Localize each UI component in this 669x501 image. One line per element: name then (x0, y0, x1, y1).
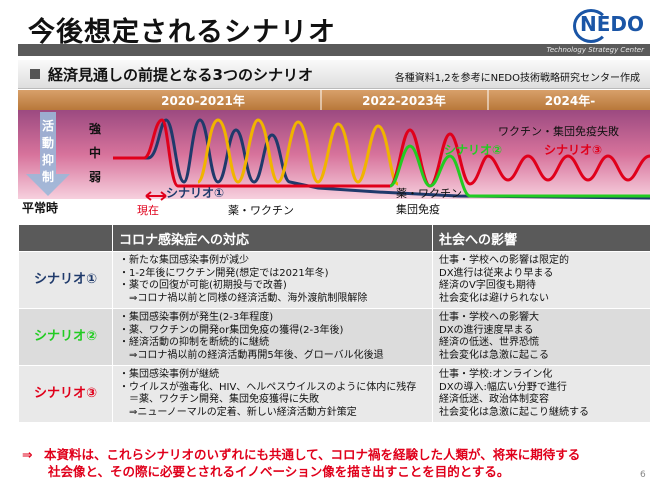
period-header (18, 90, 650, 110)
list-item: 社会変化は避けられない (439, 292, 549, 304)
list-item: ・新たな集団感染事例が減少 (119, 255, 249, 266)
header-cell (18, 224, 113, 252)
list-item: DXの進行速度早まる (439, 324, 534, 336)
scenario2-tag: シナリオ② (444, 143, 502, 157)
list-item: ・集団感染事例が発生(2-3年程度) (119, 312, 274, 323)
section-header: 経済見通しの前提となる3つのシナリオ 各種資料1,2を参考にNEDO技術戦略研究… (18, 60, 650, 89)
list-item: 社会変化は急激に起こる (439, 349, 549, 361)
conclusion-line: 本資料は、これらシナリオのいずれにも共通して、コロナ禍を経験した人類が、将来に期… (44, 447, 581, 462)
row-label: シナリオ① (18, 251, 113, 309)
list-item: ・薬、ワクチンの開発or集団免疫の獲得(2-3年後) (119, 324, 344, 336)
baseline-strip (18, 199, 650, 222)
page-title: 今後想定されるシナリオ (28, 17, 336, 48)
scenario3-tag: シナリオ③ (544, 143, 602, 157)
period-label: 2020-2021年 (161, 93, 245, 108)
level-strong: 強 (89, 121, 101, 136)
row-label: シナリオ② (18, 308, 113, 366)
impact-cell: 仕事・学校:オンライン化 DXの導入:幅広い分野で進行 経済低迷、政治体制変容 … (432, 365, 651, 423)
list-item: ⇒コロナ禍以前と同様の経済活動、海外渡航制限解除 (119, 292, 368, 304)
table-row: シナリオ② ・集団感染事例が発生(2-3年程度) ・薬、ワクチンの開発or集団免… (18, 308, 651, 366)
vaccine-note: 薬・ワクチン (228, 204, 294, 217)
response-cell: ・新たな集団感染事例が減少 ・1-2年後にワクチン開発(想定では2021年冬) … (112, 251, 433, 309)
period-label: 2024年- (545, 93, 595, 108)
axis-char: 活 (42, 118, 54, 133)
page-number: 6 (640, 470, 646, 480)
response-cell: ・集団感染事例が発生(2-3年程度) ・薬、ワクチンの開発or集団免疫の獲得(2… (112, 308, 433, 366)
list-item: ・薬での回復が可能(初期投与で改善) (119, 280, 287, 291)
now-arrow-icon (145, 191, 167, 201)
list-item: ⇒コロナ禍以前の経済活動再開5年後、グローバル化後退 (119, 349, 384, 361)
baseline-label: 平常時 (22, 200, 58, 215)
list-item: 経済のV字回復も期待 (439, 280, 536, 291)
now-label: 現在 (137, 204, 159, 217)
scenario1-tag: シナリオ① (166, 186, 224, 200)
list-item: 仕事・学校への影響は限定的 (439, 255, 569, 266)
scenario1-line (113, 118, 651, 200)
nedo-logo-ring (573, 9, 609, 43)
list-item: 経済の低迷、世界恐慌 (439, 337, 539, 348)
impact-cell: 仕事・学校への影響は限定的 DX進行は従来より早まる 経済のV字回復も期待 社会… (432, 251, 651, 309)
scenario2-line (389, 144, 650, 198)
nedo-logo: NEDO (580, 12, 645, 36)
level-weak: 弱 (89, 169, 101, 184)
list-item: DX進行は従来より早まる (439, 267, 554, 279)
matrix-header: コロナ感染症への対応 社会への影響 (18, 224, 651, 252)
list-item: ・集団感染事例が継続 (119, 369, 219, 380)
response-cell: ・集団感染事例が継続 ・ウイルスが強毒化、HIV、ヘルペスウイルスのように体内に… (112, 365, 433, 423)
table-row: シナリオ① ・新たな集団感染事例が減少 ・1-2年後にワクチン開発(想定では20… (18, 251, 651, 309)
list-item: 経済低迷、政治体制変容 (439, 394, 549, 405)
timeline-svg: 2020-2021年 2022-2023年 2024年- 活 動 抑 制 強 中… (18, 90, 651, 222)
list-item: ＝薬、ワクチン開発、集団免疫獲得に失敗 (119, 394, 319, 405)
header-cell: 社会への影響 (432, 224, 651, 252)
list-item: ・経済活動の抑制を断続的に継続 (119, 337, 269, 348)
list-item: ・1-2年後にワクチン開発(想定では2021年冬) (119, 267, 329, 279)
source-note: 各種資料1,2を参考にNEDO技術戦略研究センター作成 (394, 73, 640, 84)
axis-char: 動 (42, 135, 54, 150)
impact-cell: 仕事・学校への影響大 DXの進行速度早まる 経済の低迷、世界恐慌 社会変化は急激… (432, 308, 651, 366)
list-item: 仕事・学校:オンライン化 (439, 369, 553, 380)
list-item: 仕事・学校への影響大 (439, 312, 539, 323)
failure-note: ワクチン・集団免疫失敗 (498, 124, 619, 138)
table-row: シナリオ③ ・集団感染事例が継続 ・ウイルスが強毒化、HIV、ヘルペスウイルスの… (18, 365, 651, 423)
list-item: 社会変化は急激に起こり継続する (439, 406, 589, 418)
axis-char: 制 (42, 169, 54, 184)
down-arrow-icon (26, 112, 70, 196)
list-item: DXの導入:幅広い分野で進行 (439, 381, 567, 393)
tsc-label: Technology Strategy Center (546, 46, 644, 54)
conclusion-line: 社会像と、その際に必要とされるイノベーション像を描き出すことを目的とする。 (48, 464, 510, 479)
list-item: ・ウイルスが強毒化、HIV、ヘルペスウイルスのように体内に残存 (119, 381, 417, 393)
conclusion: ⇒ 本資料は、これらシナリオのいずれにも共通して、コロナ禍を経験した人類が、将来に… (22, 446, 652, 480)
row-label: シナリオ③ (18, 365, 113, 423)
scenario-timeline: 2020-2021年 2022-2023年 2024年- 活 動 抑 制 強 中… (18, 90, 651, 222)
herd-note-2: 集団免疫 (396, 202, 440, 216)
bullet-square-icon (30, 69, 40, 79)
period-label: 2022-2023年 (362, 93, 446, 108)
scenario-matrix: コロナ感染症への対応 社会への影響 シナリオ① ・新たな集団感染事例が減少 ・1… (18, 224, 651, 423)
right-arrow-icon: ⇒ (22, 447, 33, 462)
wave-line (196, 118, 400, 186)
suppression-band (18, 110, 650, 199)
axis-char: 抑 (42, 152, 54, 167)
header-cell: コロナ感染症への対応 (112, 224, 433, 252)
section-title: 経済見通しの前提となる3つのシナリオ (48, 66, 313, 84)
level-mid: 中 (89, 145, 101, 160)
herd-note-1: 薬・ワクチン (396, 187, 462, 200)
header-bar: Technology Strategy Center (18, 44, 650, 56)
list-item: ⇒ニューノーマルの定着、新しい経済活動方針策定 (119, 406, 357, 418)
